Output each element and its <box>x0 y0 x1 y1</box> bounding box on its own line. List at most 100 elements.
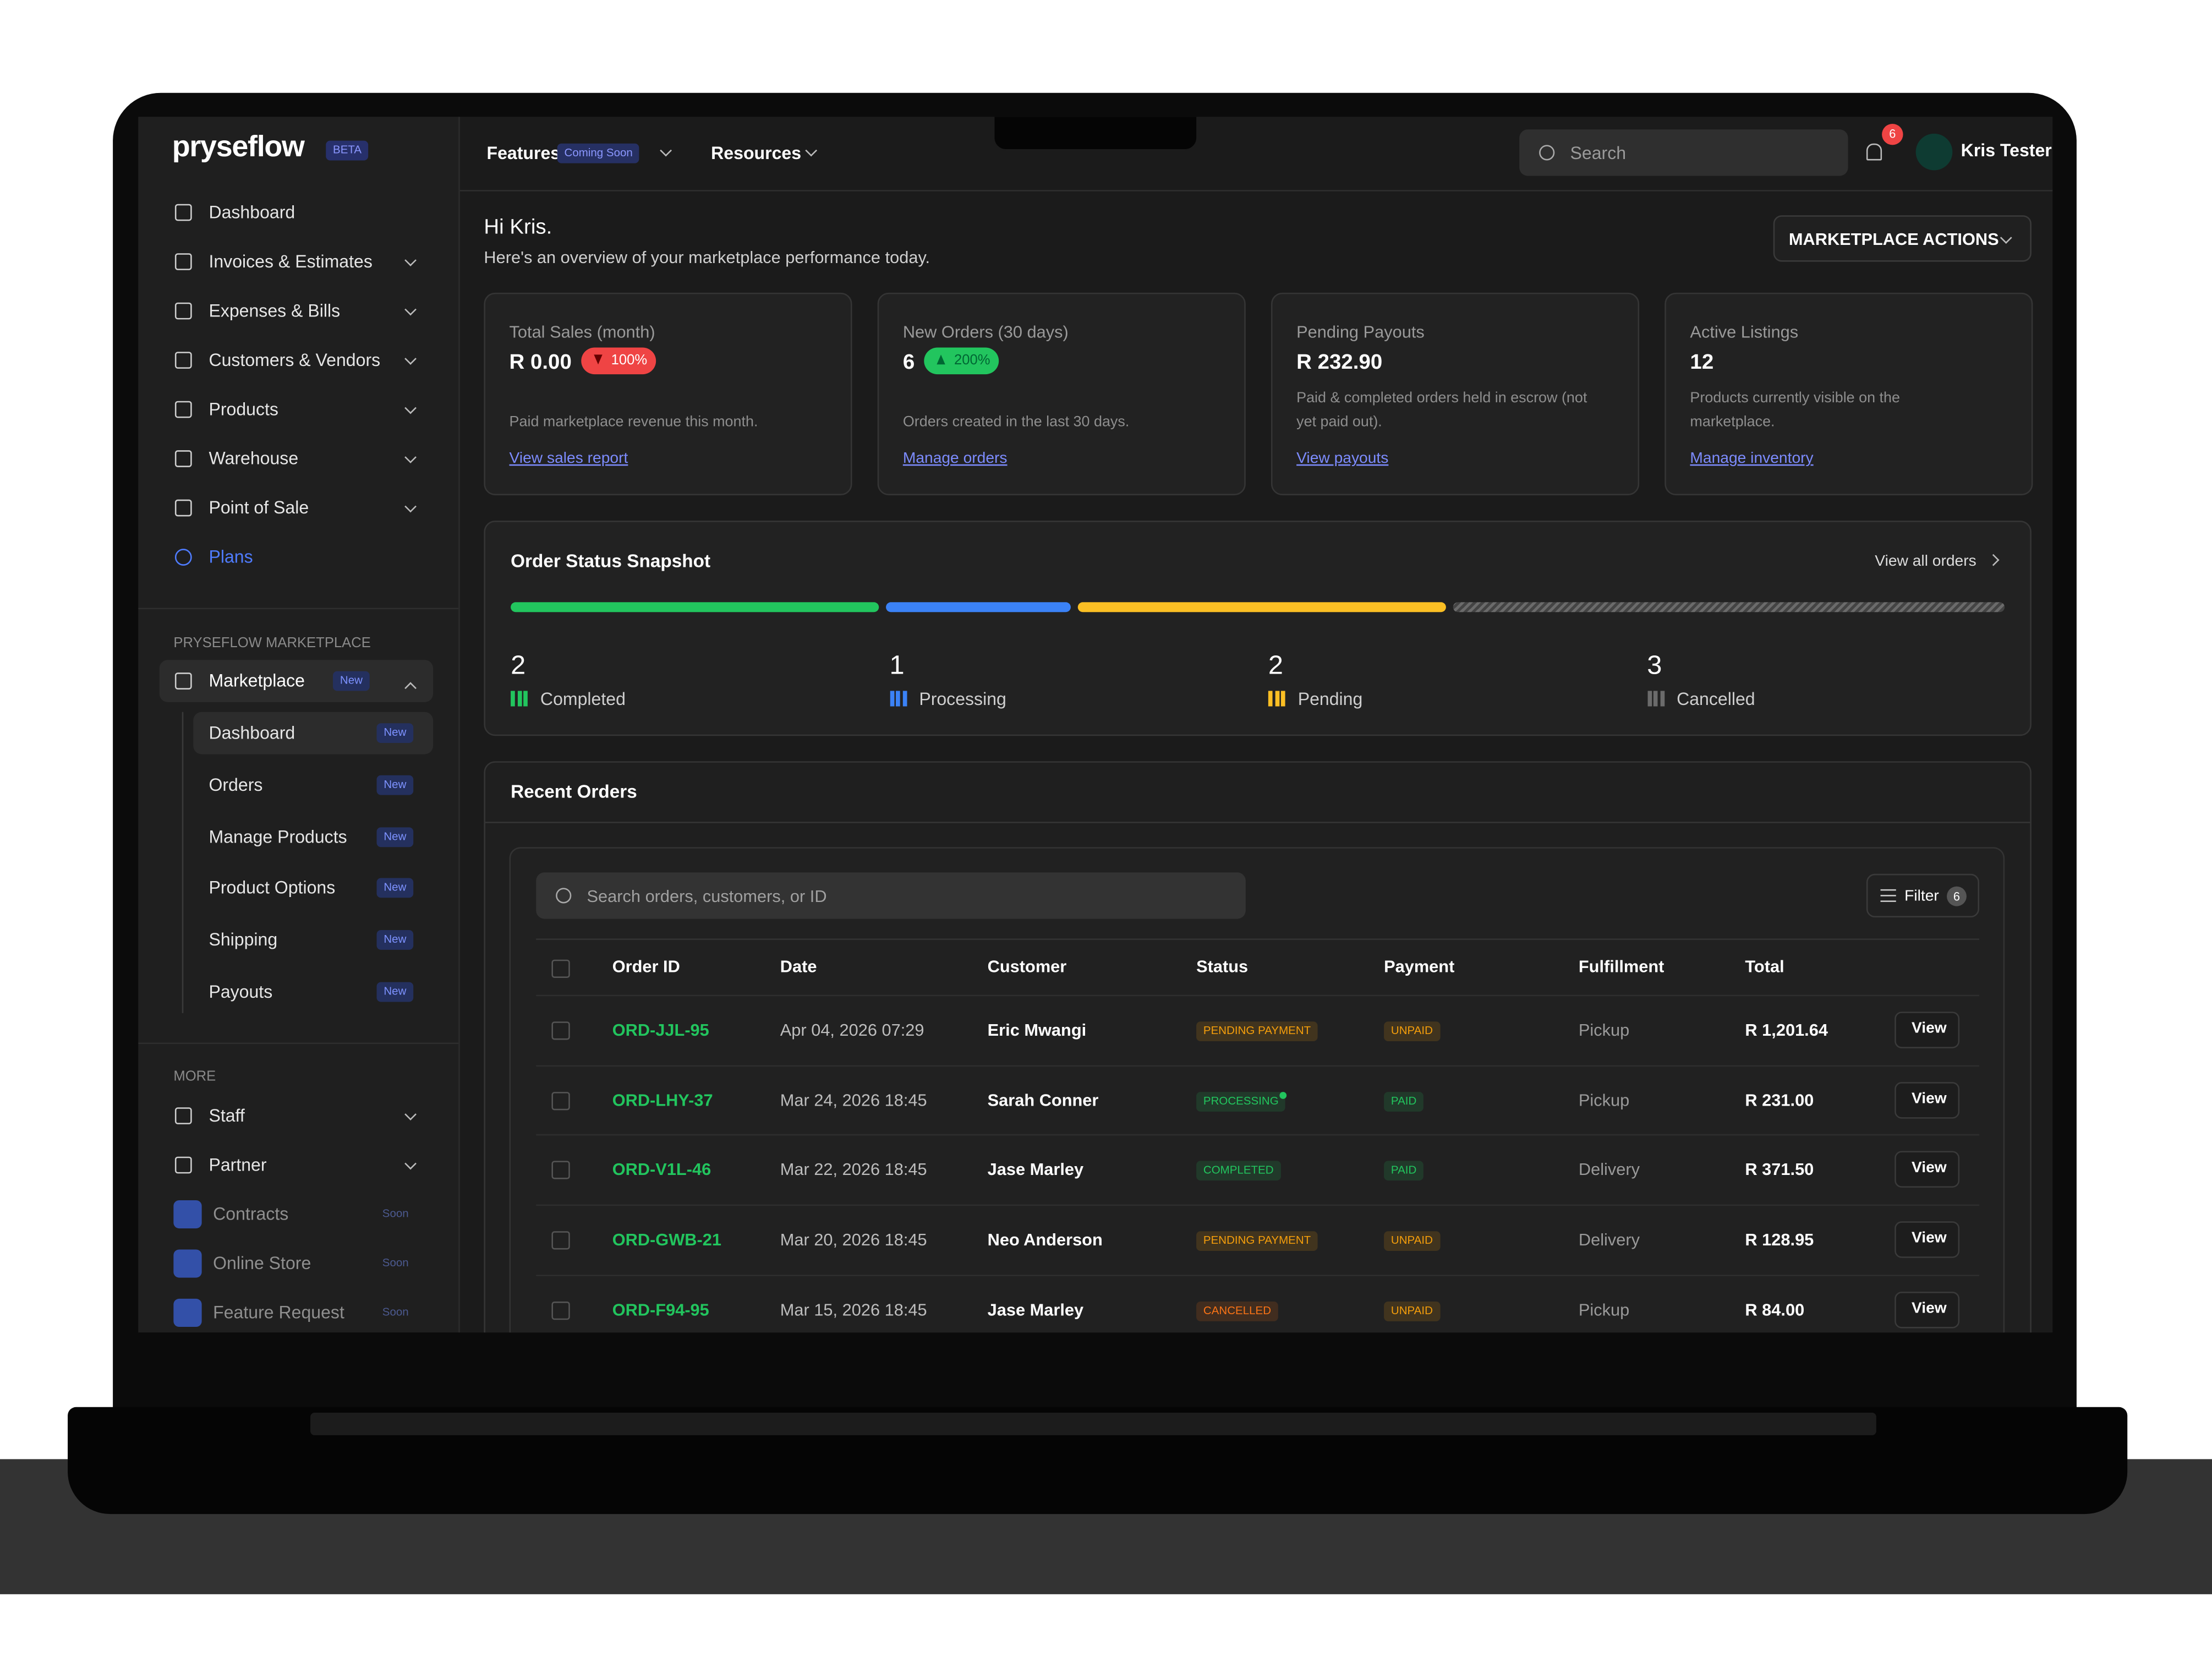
plans-link[interactable]: Plans <box>209 547 253 567</box>
payment-badge: UNPAID <box>1384 1301 1440 1321</box>
card-label: Total Sales (month) <box>509 322 655 342</box>
order-id[interactable]: ORD-V1L-46 <box>612 1160 711 1180</box>
nav-label: Staff <box>209 1106 245 1126</box>
column-header: Total <box>1745 956 1784 977</box>
orders-title: Recent Orders <box>511 781 637 802</box>
stat-card <box>1665 292 2033 495</box>
column-header: Date <box>780 956 817 977</box>
nav-item[interactable] <box>160 390 433 429</box>
camera-notch <box>994 117 1197 150</box>
search-box[interactable] <box>1519 129 1848 176</box>
marketplace-row[interactable] <box>159 660 434 702</box>
order-id[interactable]: ORD-F94-95 <box>612 1299 709 1320</box>
sub-label: Product Options <box>209 878 336 899</box>
checkbox[interactable] <box>551 1091 570 1110</box>
checkbox[interactable] <box>551 1021 570 1040</box>
stat-card <box>484 292 852 495</box>
status-segment <box>1452 602 2005 613</box>
status-badge: PENDING PAYMENT <box>1196 1021 1318 1042</box>
view-all-link[interactable]: View all orders <box>1875 553 1976 570</box>
order-date: Apr 04, 2026 07:29 <box>780 1020 924 1040</box>
status-name: Pending <box>1297 689 1363 709</box>
search-icon <box>556 888 572 904</box>
payment-badge: PAID <box>1384 1091 1424 1112</box>
status-icon <box>511 691 515 707</box>
view-label[interactable]: View <box>1911 1229 1947 1247</box>
row-border <box>536 1274 1980 1276</box>
sub-label: Payouts <box>209 982 273 1002</box>
checkbox[interactable] <box>551 959 570 978</box>
order-id[interactable]: ORD-GWB-21 <box>612 1229 721 1250</box>
checkbox[interactable] <box>551 1231 570 1250</box>
view-button[interactable] <box>1895 1221 1960 1259</box>
actions-button[interactable] <box>1773 215 2032 262</box>
new-badge: New <box>376 878 414 899</box>
checkbox[interactable] <box>551 1161 570 1180</box>
status-icon <box>523 691 528 707</box>
features-menu[interactable]: Features <box>486 143 561 163</box>
status-icon <box>1660 691 1665 707</box>
new-badge: New <box>376 775 414 795</box>
status-icon <box>889 691 894 707</box>
change-text: 200% <box>954 353 990 369</box>
soon-icon <box>173 1249 202 1278</box>
soon-badge: Soon <box>382 1305 409 1319</box>
snapshot-panel <box>484 521 2032 736</box>
resources-menu[interactable]: Resources <box>711 143 802 163</box>
icon <box>174 401 192 418</box>
fulfillment: Pickup <box>1578 1090 1630 1110</box>
search-icon <box>1539 145 1555 161</box>
view-button[interactable] <box>1895 1081 1960 1118</box>
search-placeholder: Search <box>1570 143 1627 163</box>
order-id[interactable]: ORD-LHY-37 <box>612 1090 713 1110</box>
marketplace-label: Marketplace <box>209 671 305 691</box>
new-badge: New <box>376 827 414 847</box>
sub-label: Orders <box>209 775 263 795</box>
view-button[interactable] <box>1895 1151 1960 1188</box>
view-label[interactable]: View <box>1911 1160 1947 1177</box>
checkbox[interactable] <box>551 1301 570 1320</box>
subtitle: Here's an overview of your marketplace p… <box>484 247 930 267</box>
change-text: 100% <box>611 353 648 369</box>
user-name[interactable]: Kris Tester <box>1961 140 2052 161</box>
soon-badge: Soon <box>382 1256 409 1270</box>
row-border <box>536 1064 1980 1067</box>
row-border <box>536 1204 1980 1206</box>
column-header: Status <box>1196 956 1249 977</box>
view-label[interactable]: View <box>1911 1020 1947 1037</box>
status-badge: CANCELLED <box>1196 1301 1278 1321</box>
icon <box>174 204 192 221</box>
payment-badge: UNPAID <box>1384 1231 1440 1251</box>
card-link[interactable]: View payouts <box>1296 450 1389 467</box>
status-segment <box>1077 602 1446 613</box>
table-border <box>536 938 1980 940</box>
nav-item[interactable] <box>160 1096 433 1136</box>
card-link[interactable]: Manage orders <box>902 450 1008 467</box>
card-description: Products currently visible on the market… <box>1690 390 1900 431</box>
sub-label: Shipping <box>209 930 278 950</box>
view-label[interactable]: View <box>1911 1299 1947 1317</box>
nav-item[interactable] <box>160 193 433 232</box>
order-total: R 128.95 <box>1745 1229 1814 1250</box>
sub-line <box>182 712 184 1013</box>
view-label[interactable]: View <box>1911 1090 1947 1107</box>
view-button[interactable] <box>1895 1291 1960 1328</box>
order-customer: Jase Marley <box>987 1299 1084 1320</box>
filter-button[interactable] <box>1866 873 1980 918</box>
change-arrow <box>594 354 603 365</box>
nav-item[interactable] <box>160 1145 433 1185</box>
order-total: R 84.00 <box>1745 1299 1805 1320</box>
card-link[interactable]: View sales report <box>509 450 628 467</box>
bell[interactable] <box>1866 143 1882 161</box>
order-id[interactable]: ORD-JJL-95 <box>612 1020 709 1040</box>
orders-search[interactable] <box>536 872 1246 919</box>
card-description: Paid marketplace revenue this month. <box>509 413 758 431</box>
card-link[interactable]: Manage inventory <box>1690 450 1814 467</box>
card-label: New Orders (30 days) <box>902 322 1069 342</box>
filter-label: Filter <box>1904 888 1939 905</box>
view-button[interactable] <box>1895 1012 1960 1048</box>
order-total: R 231.00 <box>1745 1090 1814 1110</box>
order-customer: Eric Mwangi <box>987 1020 1087 1040</box>
screen: pryseflow BETA Dashboard Invoices & Estimat… <box>138 117 2053 1333</box>
avatar[interactable] <box>1915 133 1953 171</box>
